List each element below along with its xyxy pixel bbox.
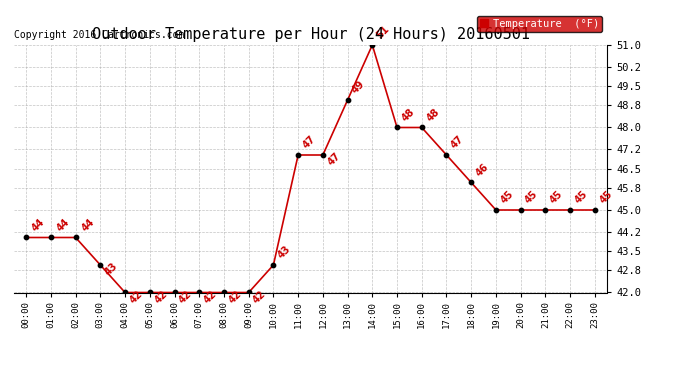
Text: 42: 42 — [152, 288, 169, 305]
Text: 48: 48 — [400, 106, 417, 123]
Point — [219, 290, 230, 296]
Point — [342, 97, 353, 103]
Point — [70, 234, 81, 240]
Point — [268, 262, 279, 268]
Point — [21, 234, 32, 240]
Text: 45: 45 — [598, 189, 614, 206]
Text: 47: 47 — [449, 134, 466, 151]
Point — [169, 290, 180, 296]
Text: 49: 49 — [351, 79, 367, 96]
Point — [95, 262, 106, 268]
Text: 44: 44 — [55, 217, 72, 233]
Text: 42: 42 — [177, 288, 194, 305]
Point — [466, 180, 477, 186]
Text: 45: 45 — [573, 189, 589, 206]
Text: 46: 46 — [474, 162, 491, 178]
Text: 45: 45 — [499, 189, 515, 206]
Point — [589, 207, 600, 213]
Text: 47: 47 — [326, 151, 342, 168]
Text: 43: 43 — [103, 261, 120, 278]
Text: 42: 42 — [227, 288, 244, 305]
Point — [367, 42, 378, 48]
Text: 45: 45 — [548, 189, 565, 206]
Point — [515, 207, 526, 213]
Text: 45: 45 — [524, 189, 540, 206]
Text: 47: 47 — [301, 134, 317, 151]
Point — [144, 290, 155, 296]
Point — [491, 207, 502, 213]
Point — [317, 152, 328, 158]
Point — [194, 290, 205, 296]
Text: 44: 44 — [80, 217, 97, 233]
Point — [119, 290, 130, 296]
Text: 44: 44 — [30, 217, 47, 233]
Point — [416, 124, 427, 130]
Point — [243, 290, 254, 296]
Text: 42: 42 — [202, 288, 219, 305]
Text: 43: 43 — [276, 244, 293, 261]
Point — [46, 234, 57, 240]
Text: 42: 42 — [251, 288, 268, 305]
Text: Copyright 2016 Cartronics.com: Copyright 2016 Cartronics.com — [14, 30, 184, 40]
Legend: Temperature  (°F): Temperature (°F) — [477, 15, 602, 32]
Point — [564, 207, 575, 213]
Text: 51: 51 — [375, 24, 392, 41]
Point — [293, 152, 304, 158]
Point — [391, 124, 402, 130]
Point — [441, 152, 452, 158]
Text: 48: 48 — [424, 106, 441, 123]
Text: 42: 42 — [128, 288, 144, 305]
Title: Outdoor Temperature per Hour (24 Hours) 20160501: Outdoor Temperature per Hour (24 Hours) … — [92, 27, 529, 42]
Point — [540, 207, 551, 213]
